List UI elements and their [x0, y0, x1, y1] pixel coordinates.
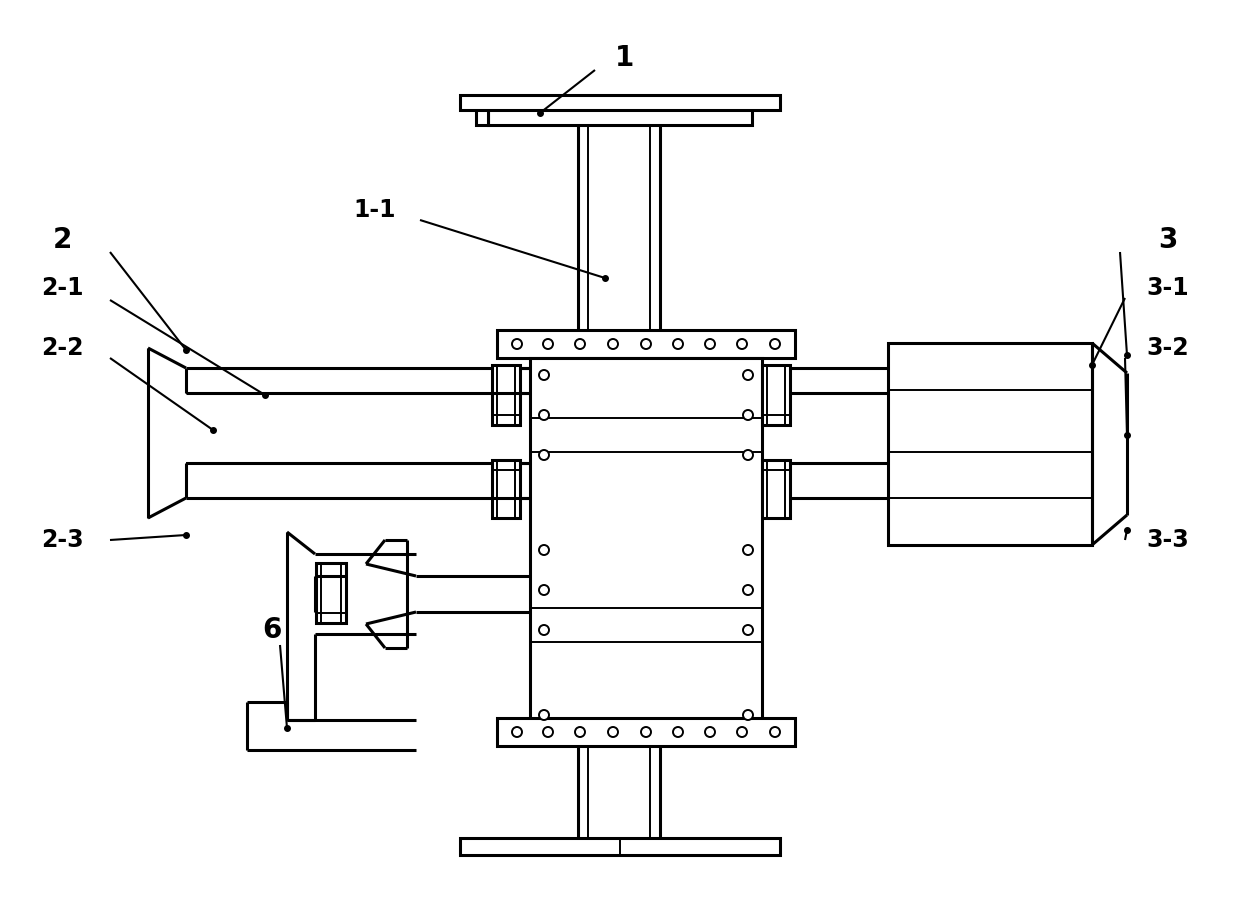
Bar	[763, 460, 790, 518]
Bar	[497, 330, 795, 358]
Circle shape	[539, 410, 549, 420]
Bar	[489, 108, 751, 125]
Text: 2-1: 2-1	[41, 276, 83, 300]
Bar	[529, 358, 763, 730]
Text: 3-3: 3-3	[1147, 528, 1189, 552]
Circle shape	[539, 370, 549, 380]
Circle shape	[539, 545, 549, 555]
Text: 2-3: 2-3	[41, 528, 83, 552]
Bar	[460, 838, 780, 855]
Bar	[492, 365, 520, 425]
Bar	[476, 108, 489, 125]
Text: 6: 6	[263, 616, 281, 644]
Circle shape	[575, 727, 585, 737]
Circle shape	[770, 339, 780, 349]
Circle shape	[673, 339, 683, 349]
Circle shape	[737, 339, 746, 349]
Text: 2: 2	[52, 226, 72, 254]
Bar	[763, 365, 790, 425]
Circle shape	[743, 370, 753, 380]
Circle shape	[543, 727, 553, 737]
Text: 1-1: 1-1	[353, 198, 397, 222]
Circle shape	[770, 727, 780, 737]
Circle shape	[539, 710, 549, 720]
Text: 3-2: 3-2	[1147, 336, 1189, 360]
Text: 2-2: 2-2	[41, 336, 83, 360]
Circle shape	[743, 450, 753, 460]
Text: 1: 1	[615, 44, 635, 72]
Bar	[888, 343, 1092, 545]
Circle shape	[512, 727, 522, 737]
Circle shape	[743, 585, 753, 595]
Circle shape	[539, 625, 549, 635]
Circle shape	[706, 727, 715, 737]
Bar	[316, 563, 346, 623]
Circle shape	[743, 625, 753, 635]
Circle shape	[743, 545, 753, 555]
Bar	[497, 718, 795, 746]
Circle shape	[743, 710, 753, 720]
Circle shape	[737, 727, 746, 737]
Circle shape	[743, 410, 753, 420]
Circle shape	[641, 339, 651, 349]
Circle shape	[575, 339, 585, 349]
Bar	[460, 95, 780, 110]
Circle shape	[608, 727, 618, 737]
Text: 3: 3	[1158, 226, 1178, 254]
Bar	[492, 460, 520, 518]
Circle shape	[543, 339, 553, 349]
Circle shape	[641, 727, 651, 737]
Circle shape	[512, 339, 522, 349]
Circle shape	[706, 339, 715, 349]
Circle shape	[608, 339, 618, 349]
Circle shape	[673, 727, 683, 737]
Circle shape	[539, 450, 549, 460]
Text: 3-1: 3-1	[1147, 276, 1189, 300]
Circle shape	[539, 585, 549, 595]
